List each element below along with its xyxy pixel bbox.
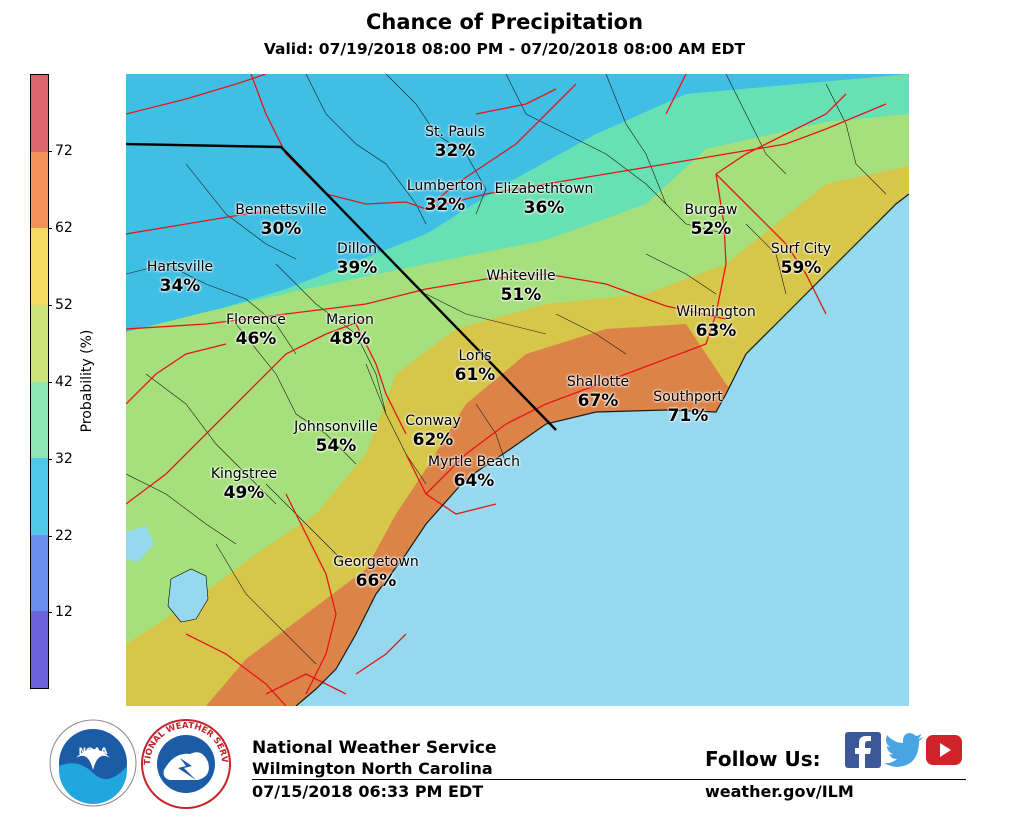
scale-band-1 (31, 75, 48, 152)
issued-time: 07/15/2018 06:33 PM EDT (252, 782, 484, 801)
facebook-icon[interactable] (845, 732, 881, 772)
scale-axis-label: Probability (%) (79, 329, 95, 433)
scale-tick-label: 42 (55, 374, 73, 390)
city-label: Elizabethtown 36% (494, 181, 594, 218)
city-label: Kingstree 49% (210, 466, 278, 503)
scale-tick-label: 12 (55, 604, 73, 620)
valid-period: Valid: 07/19/2018 08:00 PM - 07/20/2018 … (263, 40, 746, 58)
scale-tick-mark (48, 151, 52, 152)
svg-text:NOAA: NOAA (79, 747, 108, 757)
city-label: Southport 71% (653, 389, 723, 426)
twitter-icon[interactable] (884, 733, 924, 771)
lake-small (126, 526, 154, 562)
city-label: Bennettsville 30% (235, 202, 327, 239)
city-label: Surf City 59% (770, 241, 832, 278)
scale-tick-mark (48, 612, 52, 613)
website-link[interactable]: weather.gov/ILM (705, 782, 854, 801)
city-label: St. Pauls 32% (425, 124, 485, 161)
city-label: Hartsville 34% (146, 259, 214, 296)
scale-tick-mark (48, 228, 52, 229)
scale-tick-mark (48, 536, 52, 537)
scale-tick-label: 32 (55, 451, 73, 467)
city-label: Loris 61% (454, 348, 496, 385)
city-label: Myrtle Beach 64% (428, 454, 520, 491)
scale-band-3 (31, 228, 48, 305)
scale-tick-mark (48, 459, 52, 460)
noaa-logo[interactable]: NOAA (48, 718, 138, 812)
scale-band-7 (31, 534, 48, 612)
city-label: Johnsonville 54% (294, 419, 378, 456)
scale-band-6 (31, 458, 48, 535)
scale-band-8 (31, 611, 48, 688)
map-title: Chance of Precipitation (365, 10, 644, 34)
agency-name: National Weather Service (252, 738, 497, 758)
nws-logo[interactable]: NATIONAL WEATHER SERVICE (136, 711, 232, 814)
office-name: Wilmington North Carolina (252, 759, 493, 778)
city-label: Florence 46% (226, 312, 286, 349)
scale-band-4 (31, 304, 48, 382)
ocean-shore (296, 194, 909, 706)
scale-tick-label: 52 (55, 297, 73, 313)
scale-tick-label: 72 (55, 143, 73, 159)
scale-tick-mark (48, 305, 52, 306)
city-label: Marion 48% (326, 312, 374, 349)
city-label: Georgetown 66% (333, 554, 419, 591)
state-line (126, 142, 557, 431)
city-label: Lumberton 32% (406, 178, 484, 215)
scale-tick-mark (48, 382, 52, 383)
city-label: Dillon 39% (336, 241, 378, 278)
follow-us-label: Follow Us: (705, 747, 821, 771)
scale-band-5 (31, 381, 48, 459)
color-scale-bar (30, 74, 49, 689)
lake (167, 568, 209, 623)
youtube-icon[interactable] (926, 733, 962, 771)
precipitation-map: St. Pauls 32% Lumberton 32% Elizabethtown 3… (126, 74, 909, 706)
scale-tick-label: 62 (55, 220, 73, 236)
city-label: Whiteville 51% (486, 268, 556, 305)
city-label: Wilmington 63% (676, 304, 756, 341)
city-label: Conway 62% (405, 413, 461, 450)
footer-divider (252, 779, 966, 780)
scale-tick-label: 22 (55, 528, 73, 544)
coastline (295, 193, 909, 706)
city-label: Shallotte 67% (566, 374, 630, 411)
city-label: Burgaw 52% (684, 202, 738, 239)
scale-band-2 (31, 151, 48, 229)
